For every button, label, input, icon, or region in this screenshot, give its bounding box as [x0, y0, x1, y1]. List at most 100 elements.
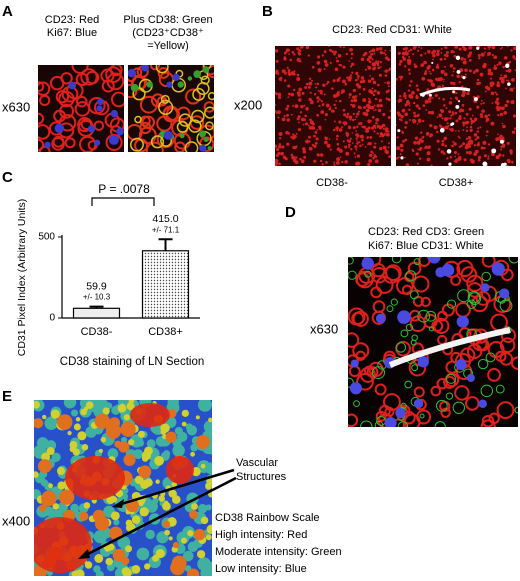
micrograph-texture [305, 46, 310, 50]
micrograph-texture [490, 121, 495, 126]
micrograph-texture [185, 88, 202, 105]
micrograph-texture [491, 46, 496, 50]
micrograph-texture [356, 74, 360, 78]
micrograph-texture [375, 276, 394, 294]
micrograph-texture [493, 66, 498, 70]
micrograph-texture [376, 104, 380, 108]
micrograph-texture [192, 87, 206, 101]
micrograph-texture [448, 101, 453, 105]
micrograph-texture [321, 103, 325, 106]
micrograph-texture [443, 117, 448, 122]
micrograph-texture [355, 130, 358, 132]
micrograph-texture [496, 83, 501, 88]
micrograph-texture [203, 137, 209, 143]
micrograph [128, 65, 214, 152]
caption: Ki67: Blue [47, 27, 97, 39]
micrograph-texture [454, 46, 458, 49]
micrograph-texture [288, 72, 292, 77]
micrograph-texture [304, 122, 308, 126]
micrograph-texture [399, 143, 404, 148]
micrograph-texture [56, 414, 73, 430]
micrograph-texture [399, 153, 402, 156]
micrograph-texture [307, 54, 310, 57]
micrograph-texture [302, 147, 306, 151]
micrograph-texture [456, 69, 461, 74]
micrograph-texture [39, 94, 51, 107]
micrograph-texture [162, 520, 171, 528]
micrograph-texture [496, 102, 500, 106]
micrograph-texture [404, 97, 407, 100]
micrograph-texture [417, 119, 422, 123]
micrograph-texture [275, 112, 278, 114]
micrograph-texture [313, 159, 317, 163]
micrograph-texture [424, 52, 427, 55]
micrograph-texture [485, 352, 496, 363]
micrograph-texture [329, 148, 332, 151]
micrograph-texture [353, 152, 356, 155]
micrograph-texture [510, 49, 513, 52]
micrograph-texture [397, 129, 401, 133]
micrograph-texture [470, 119, 475, 124]
micrograph-texture [405, 323, 414, 332]
micrograph-texture [318, 125, 322, 130]
micrograph-texture [277, 116, 280, 119]
micrograph-texture [275, 59, 279, 63]
magnification: x400 [2, 513, 30, 528]
micrograph-texture [58, 489, 75, 505]
micrograph-texture [458, 80, 461, 84]
micrograph-texture [370, 52, 374, 56]
value-label: 59.9 [86, 280, 107, 292]
micrograph-texture [347, 139, 352, 143]
micrograph-texture [203, 420, 212, 433]
micrograph-texture [487, 155, 490, 158]
micrograph-texture [284, 157, 288, 161]
micrograph-texture [311, 80, 313, 82]
micrograph-texture [155, 479, 160, 484]
micrograph-texture [402, 140, 405, 143]
micrograph-texture [362, 98, 367, 102]
micrograph-texture [375, 117, 380, 122]
arrow [117, 468, 235, 507]
micrograph-texture [190, 451, 195, 457]
micrograph-texture [83, 406, 89, 412]
micrograph-texture [356, 140, 358, 142]
micrograph-texture [477, 358, 489, 370]
micrograph-texture [181, 421, 187, 427]
micrograph-texture [110, 511, 120, 521]
bar [141, 250, 190, 319]
micrograph-texture [92, 499, 97, 504]
micrograph-texture [307, 85, 311, 89]
micrograph-texture [400, 402, 407, 410]
micrograph-texture [505, 63, 510, 69]
micrograph-texture [411, 364, 419, 372]
micrograph-texture [146, 439, 156, 449]
micrograph-texture [427, 145, 431, 150]
micrograph-texture [435, 399, 448, 412]
micrograph-texture [428, 326, 435, 332]
micrograph-texture [506, 141, 510, 145]
micrograph-texture [483, 154, 487, 158]
micrograph-texture [338, 128, 343, 132]
micrograph-texture [413, 258, 421, 266]
micrograph-texture [348, 413, 359, 427]
micrograph-texture [506, 159, 510, 162]
micrograph-texture [100, 436, 107, 443]
micrograph-texture [371, 48, 375, 52]
micrograph-texture [305, 107, 309, 111]
micrograph-texture [455, 104, 460, 109]
micrograph-texture [496, 81, 500, 84]
micrograph-texture [404, 65, 407, 68]
micrograph-texture [409, 80, 413, 83]
micrograph-texture [300, 117, 305, 122]
micrograph-texture [349, 74, 353, 77]
micrograph-texture [396, 277, 414, 295]
micrograph-texture [352, 105, 355, 108]
micrograph-texture [462, 129, 465, 131]
micrograph-texture [375, 410, 387, 422]
micrograph-texture [275, 153, 280, 158]
micrograph-texture [409, 48, 413, 52]
micrograph-texture [202, 66, 210, 73]
micrograph-texture [355, 350, 366, 362]
micrograph-texture [52, 135, 65, 148]
micrograph-texture [425, 132, 430, 136]
